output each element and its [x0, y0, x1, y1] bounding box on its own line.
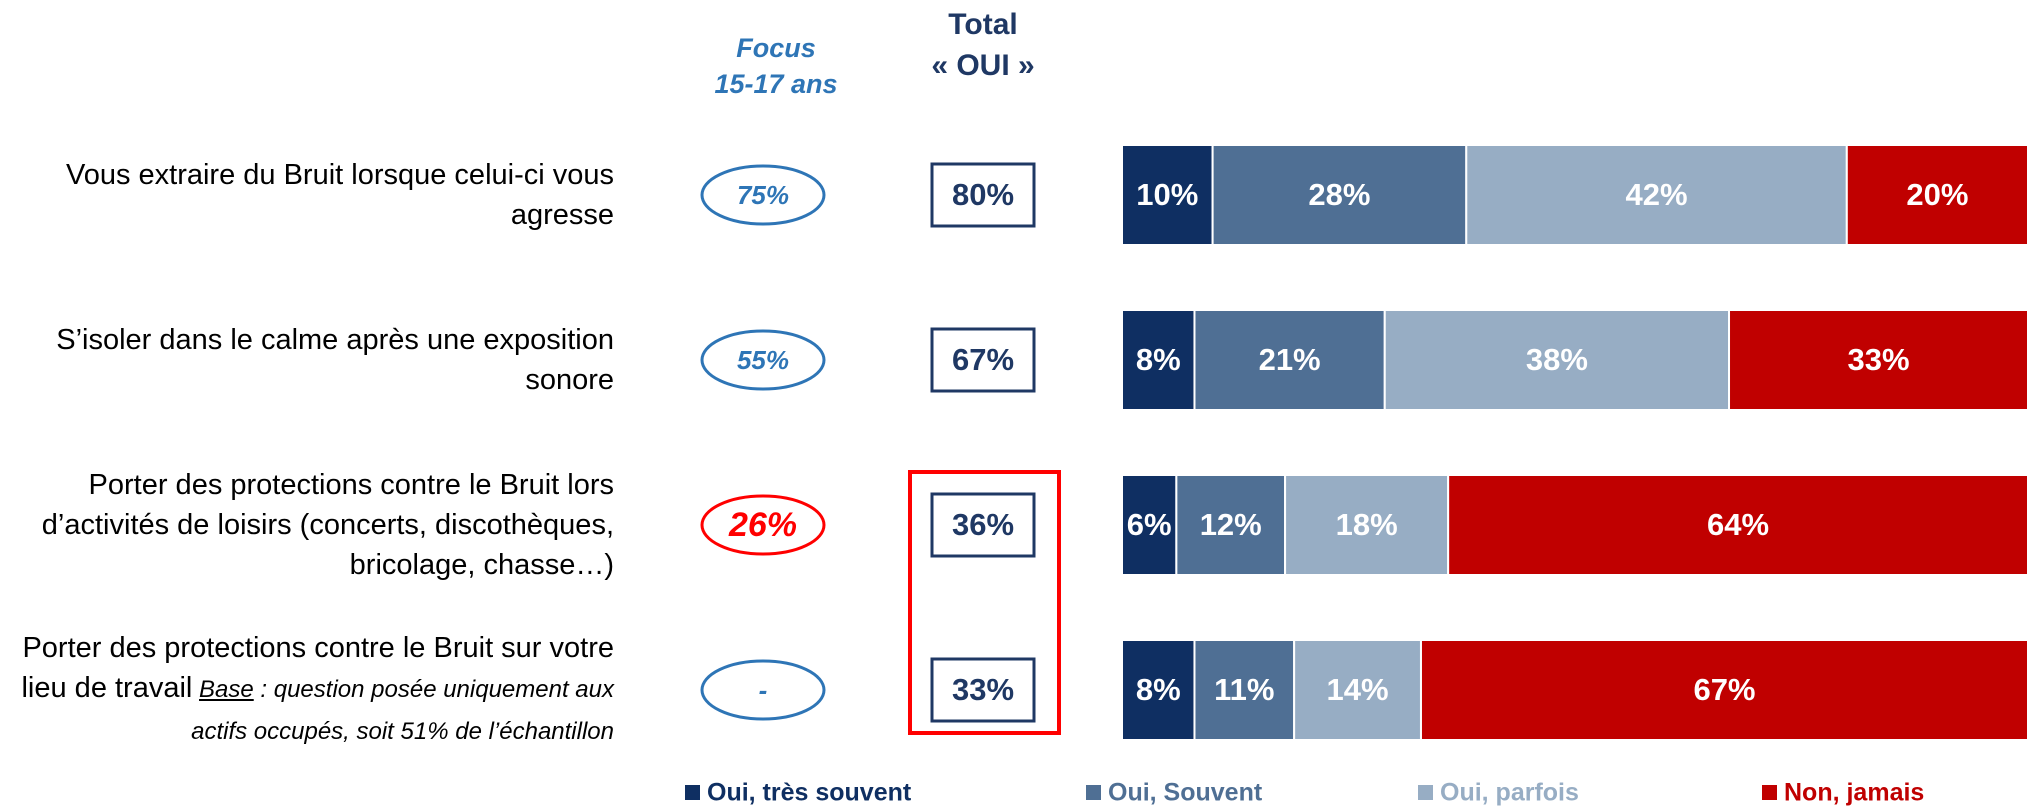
- focus-value: 55%: [737, 345, 789, 375]
- total-title: « OUI »: [931, 49, 1034, 82]
- focus-marker: [700, 659, 826, 721]
- bar-segment: [1419, 639, 2028, 741]
- bar-value-label: 28%: [1308, 177, 1370, 212]
- bar-value-label: 11%: [1214, 672, 1274, 707]
- legend-label: Non, jamais: [1784, 779, 1924, 807]
- bar-segment: [1121, 474, 1178, 576]
- highlight-frame: [908, 470, 1061, 735]
- focus-marker: [700, 164, 826, 226]
- bar-segment: [1193, 639, 1296, 741]
- bar-segment: [1284, 474, 1450, 576]
- bar-segment: [1383, 309, 1731, 411]
- bar-value-label: 21%: [1259, 342, 1321, 377]
- bar-value-label: 64%: [1707, 507, 1769, 542]
- legend-swatch: [1762, 785, 1777, 800]
- bar-value-label: 42%: [1626, 177, 1688, 212]
- focus-title: Focus: [736, 33, 816, 63]
- note-label: Base: [199, 676, 254, 703]
- bar-value-label: 18%: [1336, 507, 1398, 542]
- legend-label: Oui, très souvent: [707, 779, 912, 807]
- bar-value-label: 12%: [1200, 507, 1262, 542]
- bar-value-label: 10%: [1136, 177, 1198, 212]
- bar-segment: [1211, 144, 1468, 246]
- legend-swatch: [685, 785, 700, 800]
- total-value: 67%: [952, 342, 1014, 377]
- bar-value-label: 20%: [1906, 177, 1968, 212]
- category-text: Porter des protections contre le Bruit l…: [41, 469, 614, 581]
- bar-segment: [1465, 144, 1848, 246]
- legend-label: Oui, parfois: [1440, 779, 1579, 807]
- category-text: Porter des protections contre le Bruit s…: [21, 632, 614, 704]
- note-text: : question posée uniquement aux actifs o…: [191, 676, 614, 745]
- category-label: Porter des protections contre le Bruit s…: [4, 628, 614, 752]
- category-label: S’isoler dans le calme après une exposit…: [4, 320, 614, 400]
- legend-swatch: [1418, 785, 1433, 800]
- total-box: [930, 162, 1036, 228]
- bar-value-label: 6%: [1127, 507, 1172, 542]
- total-box: [930, 492, 1036, 558]
- total-value: 36%: [952, 507, 1014, 542]
- bar-segment: [1121, 309, 1196, 411]
- bar-segment: [1447, 474, 2028, 576]
- bar-segment: [1293, 639, 1422, 741]
- category-label: Porter des protections contre le Bruit l…: [4, 465, 614, 585]
- bar-segment: [1175, 474, 1287, 576]
- bar-value-label: 8%: [1136, 672, 1181, 707]
- focus-value: 75%: [737, 180, 789, 210]
- focus-value: -: [759, 675, 768, 705]
- legend-label: Oui, Souvent: [1108, 779, 1263, 807]
- focus-title: 15-17 ans: [714, 69, 837, 99]
- bar-segment: [1193, 309, 1386, 411]
- bar-value-label: 67%: [1693, 672, 1755, 707]
- bar-value-label: 14%: [1327, 672, 1389, 707]
- bar-segment: [1728, 309, 2028, 411]
- bar-segment: [1121, 639, 1196, 741]
- focus-marker: [700, 329, 826, 391]
- base-note: Base : question posée uniquement aux act…: [191, 676, 614, 745]
- focus-value: 26%: [728, 506, 797, 544]
- total-box: [930, 327, 1036, 393]
- category-text: S’isoler dans le calme après une exposit…: [56, 324, 614, 396]
- category-label: Vous extraire du Bruit lorsque celui-ci …: [4, 155, 614, 235]
- legend-swatch: [1086, 785, 1101, 800]
- bar-segment: [1121, 144, 1214, 246]
- bar-value-label: 8%: [1136, 342, 1181, 377]
- bar-value-label: 38%: [1526, 342, 1588, 377]
- total-value: 33%: [952, 672, 1014, 707]
- bar-value-label: 33%: [1847, 342, 1909, 377]
- total-box: [930, 657, 1036, 723]
- total-title: Total: [948, 8, 1017, 41]
- total-value: 80%: [952, 177, 1014, 212]
- category-text: Vous extraire du Bruit lorsque celui-ci …: [65, 159, 614, 231]
- focus-marker: [700, 494, 826, 556]
- bar-segment: [1845, 144, 2028, 246]
